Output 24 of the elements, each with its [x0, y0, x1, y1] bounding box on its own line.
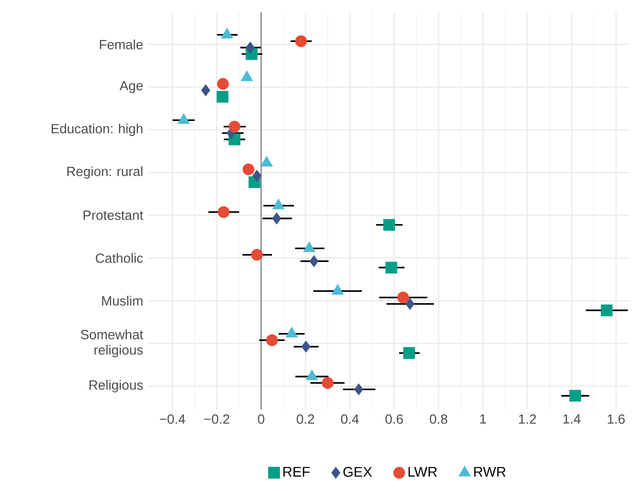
x-tick-label: 1.4	[563, 414, 581, 424]
x-tick-label: 0.8	[430, 414, 448, 424]
y-tick-label: Female	[100, 39, 143, 50]
y-tick-label: Muslim	[102, 296, 142, 306]
x-tick-label: 1.2	[519, 414, 536, 424]
y-tick-label: Region: rural	[67, 166, 142, 179]
x-tick-label: 0.6	[385, 414, 403, 424]
y-tick-label: Catholic	[96, 253, 143, 263]
x-tick-label: 0	[258, 414, 264, 424]
x-tick-label: 1	[480, 414, 486, 424]
legend-label: RWR	[474, 466, 506, 477]
x-tick-label: −0.4	[160, 414, 186, 424]
legend-label: REF	[283, 466, 310, 477]
legend-label: LWR	[408, 466, 437, 477]
y-tick-label: Religious	[90, 380, 143, 392]
legend-label: GEX	[343, 466, 372, 477]
x-tick-label: −0.2	[204, 414, 230, 424]
y-tick-label: Somewhat religious	[80, 330, 144, 358]
x-tick-label: 0.4	[341, 414, 359, 424]
y-tick-label: Protestant	[84, 210, 144, 220]
x-tick-label: 1.6	[608, 414, 625, 424]
y-tick-label: Education: high	[52, 124, 142, 136]
x-tick-label: 0.2	[296, 414, 314, 424]
y-tick-label: Age	[120, 81, 143, 94]
